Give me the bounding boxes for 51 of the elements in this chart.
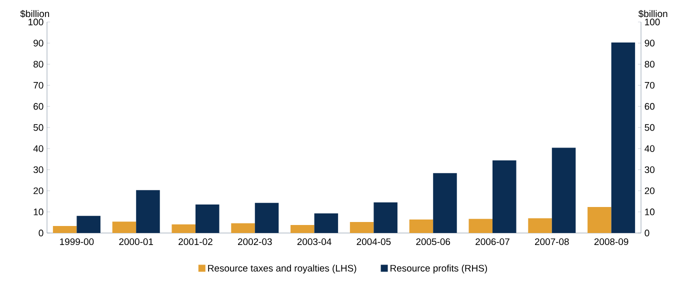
y2-tick-label: 10 [645, 208, 655, 216]
y2-tick-label: 50 [644, 124, 655, 131]
y2-tick-label: 60 [644, 103, 655, 110]
x-tick-label: 2005-06 [416, 238, 450, 246]
x-tick-label: 1999-00 [60, 238, 94, 246]
y2-tick-label: 0 [644, 230, 650, 236]
y-tick-label: 50 [33, 124, 44, 131]
x-tick-label: 2006-07 [476, 238, 510, 246]
bar [433, 173, 457, 233]
x-tick-label: 2002-03 [238, 238, 272, 246]
y-tick-label: 30 [33, 166, 44, 174]
legend-label: Resource profits (RHS) [390, 264, 487, 274]
y2-tick-label: 20 [644, 187, 655, 194]
y2-tick-label: 100 [645, 18, 660, 26]
y-tick-label: 40 [33, 145, 44, 152]
y-tick-label: 80 [34, 60, 44, 68]
y2-tick-label: 40 [644, 145, 655, 152]
y-tick-label: 60 [34, 103, 44, 110]
bar [254, 202, 279, 233]
x-tick-label: 2008-09 [594, 238, 628, 246]
bar [528, 218, 552, 233]
bar [136, 190, 160, 233]
x-tick-label: 2004-05 [356, 238, 391, 246]
y2-tick-label: 80 [644, 60, 655, 68]
x-tick-label: 2007-08 [535, 238, 569, 246]
x-tick-label: 2000-01 [119, 238, 153, 246]
bar [112, 222, 136, 233]
bar [552, 148, 576, 233]
bar [409, 219, 434, 233]
y2-tick-label: 90 [644, 40, 655, 46]
y-tick-label: 90 [34, 40, 44, 46]
y2-axis-title: $billion [638, 10, 668, 18]
bar [588, 207, 612, 233]
y-tick-label: 20 [34, 187, 44, 194]
bar [314, 213, 338, 233]
y-tick-label: 0 [38, 230, 44, 236]
x-tick-label: 2001-02 [178, 238, 212, 246]
legend-label: Resource taxes and royalties (LHS) [208, 264, 356, 274]
y2-tick-label: 30 [644, 166, 655, 174]
bar [611, 42, 636, 233]
bar [196, 204, 220, 233]
bar [468, 218, 492, 233]
y-tick-label: 70 [34, 82, 44, 89]
x-tick-label: 2003-04 [297, 238, 332, 246]
y2-tick-label: 70 [644, 82, 655, 89]
y-tick-label: 100 [28, 18, 44, 26]
y-axis-title: $billion [20, 10, 50, 18]
y-tick-label: 10 [34, 208, 44, 216]
bar [374, 202, 398, 233]
bar [76, 216, 100, 233]
bar [492, 160, 516, 233]
